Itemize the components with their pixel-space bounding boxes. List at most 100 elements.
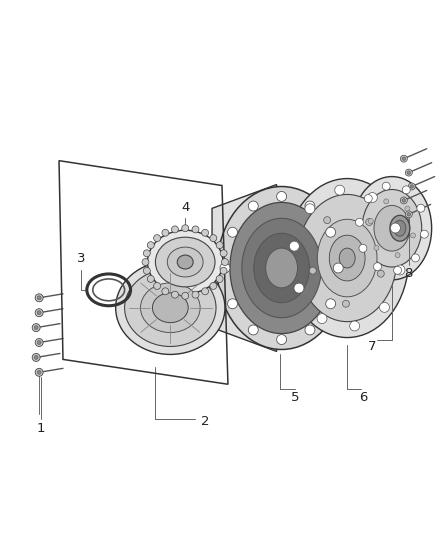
Ellipse shape bbox=[116, 261, 225, 354]
Circle shape bbox=[294, 283, 304, 293]
Circle shape bbox=[324, 217, 331, 224]
Circle shape bbox=[410, 185, 413, 188]
Circle shape bbox=[142, 259, 149, 265]
Ellipse shape bbox=[286, 179, 409, 337]
Circle shape bbox=[408, 183, 415, 190]
Text: 4: 4 bbox=[181, 201, 189, 214]
Circle shape bbox=[277, 191, 286, 201]
Circle shape bbox=[228, 227, 237, 237]
Circle shape bbox=[394, 266, 402, 274]
Circle shape bbox=[402, 199, 406, 202]
Circle shape bbox=[143, 267, 150, 274]
Circle shape bbox=[35, 294, 43, 302]
Circle shape bbox=[277, 335, 286, 344]
Ellipse shape bbox=[148, 230, 223, 294]
Circle shape bbox=[400, 155, 407, 162]
Circle shape bbox=[248, 325, 258, 335]
Circle shape bbox=[216, 241, 223, 248]
Circle shape bbox=[335, 185, 345, 195]
Circle shape bbox=[143, 250, 150, 257]
Circle shape bbox=[305, 204, 315, 214]
Ellipse shape bbox=[217, 187, 346, 350]
Circle shape bbox=[37, 311, 41, 314]
Circle shape bbox=[317, 313, 327, 324]
Text: 8: 8 bbox=[405, 268, 413, 280]
Ellipse shape bbox=[318, 219, 377, 297]
Circle shape bbox=[37, 370, 41, 374]
Circle shape bbox=[417, 204, 425, 212]
Circle shape bbox=[210, 282, 217, 289]
Circle shape bbox=[420, 230, 428, 238]
Circle shape bbox=[374, 245, 379, 251]
Circle shape bbox=[37, 341, 41, 344]
Circle shape bbox=[192, 291, 199, 298]
Circle shape bbox=[290, 241, 299, 251]
Circle shape bbox=[201, 288, 208, 295]
Circle shape bbox=[171, 226, 178, 233]
Ellipse shape bbox=[155, 237, 215, 287]
Text: 2: 2 bbox=[201, 415, 209, 427]
Circle shape bbox=[333, 263, 343, 273]
Circle shape bbox=[407, 213, 410, 216]
Ellipse shape bbox=[374, 205, 410, 251]
Ellipse shape bbox=[362, 190, 422, 267]
Circle shape bbox=[405, 169, 412, 176]
Circle shape bbox=[309, 267, 316, 274]
Text: 1: 1 bbox=[37, 423, 46, 435]
Circle shape bbox=[343, 300, 350, 307]
Circle shape bbox=[162, 229, 169, 236]
Circle shape bbox=[402, 157, 406, 160]
Circle shape bbox=[395, 265, 405, 275]
Circle shape bbox=[162, 288, 169, 295]
Circle shape bbox=[412, 254, 420, 262]
Circle shape bbox=[182, 225, 189, 232]
Polygon shape bbox=[212, 184, 277, 351]
Circle shape bbox=[147, 241, 154, 248]
Ellipse shape bbox=[352, 176, 431, 280]
Ellipse shape bbox=[390, 215, 410, 241]
Circle shape bbox=[192, 226, 199, 233]
Ellipse shape bbox=[242, 219, 321, 318]
Circle shape bbox=[382, 182, 390, 190]
Circle shape bbox=[367, 192, 378, 203]
Circle shape bbox=[356, 219, 364, 227]
Circle shape bbox=[34, 326, 38, 329]
Ellipse shape bbox=[329, 235, 365, 281]
Circle shape bbox=[35, 338, 43, 346]
Circle shape bbox=[222, 259, 229, 265]
Circle shape bbox=[402, 186, 410, 194]
Ellipse shape bbox=[152, 293, 188, 322]
Circle shape bbox=[305, 325, 315, 335]
Circle shape bbox=[395, 253, 400, 257]
Circle shape bbox=[305, 201, 315, 211]
Circle shape bbox=[182, 292, 189, 300]
Ellipse shape bbox=[230, 203, 333, 334]
Ellipse shape bbox=[177, 255, 193, 269]
Text: 6: 6 bbox=[359, 391, 367, 403]
Circle shape bbox=[37, 296, 41, 300]
Circle shape bbox=[228, 299, 237, 309]
Circle shape bbox=[374, 263, 381, 271]
Circle shape bbox=[154, 235, 161, 241]
Circle shape bbox=[384, 199, 389, 204]
Ellipse shape bbox=[141, 283, 200, 333]
Circle shape bbox=[171, 291, 178, 298]
Circle shape bbox=[326, 227, 336, 237]
Circle shape bbox=[35, 368, 43, 376]
Circle shape bbox=[410, 233, 416, 238]
Circle shape bbox=[400, 197, 407, 204]
Text: 7: 7 bbox=[368, 340, 376, 353]
Ellipse shape bbox=[167, 247, 203, 277]
Ellipse shape bbox=[297, 195, 397, 321]
Ellipse shape bbox=[124, 269, 216, 346]
Circle shape bbox=[35, 309, 43, 317]
Circle shape bbox=[366, 219, 373, 225]
Circle shape bbox=[405, 206, 410, 211]
Circle shape bbox=[364, 195, 372, 203]
Circle shape bbox=[220, 263, 230, 273]
Circle shape bbox=[326, 299, 336, 309]
Ellipse shape bbox=[254, 233, 309, 303]
Ellipse shape bbox=[339, 248, 355, 268]
Circle shape bbox=[248, 201, 258, 211]
Circle shape bbox=[405, 211, 412, 218]
